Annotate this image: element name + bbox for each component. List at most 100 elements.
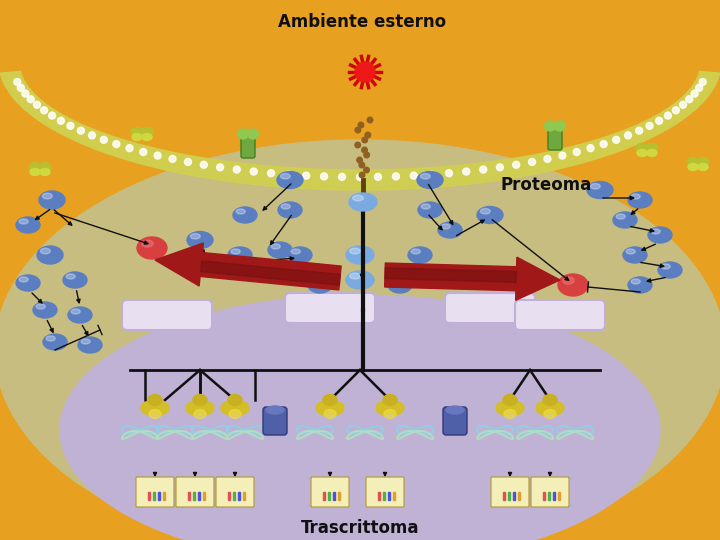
Circle shape [361, 147, 367, 153]
Ellipse shape [131, 127, 143, 137]
Ellipse shape [388, 402, 404, 415]
Circle shape [184, 158, 192, 165]
Ellipse shape [278, 202, 302, 218]
Ellipse shape [637, 150, 647, 157]
Ellipse shape [616, 214, 625, 219]
Ellipse shape [328, 402, 344, 415]
Ellipse shape [46, 336, 55, 341]
Ellipse shape [16, 275, 40, 291]
Ellipse shape [496, 402, 512, 415]
Ellipse shape [391, 279, 400, 284]
Circle shape [699, 78, 706, 85]
Ellipse shape [142, 133, 152, 140]
Ellipse shape [16, 217, 40, 233]
FancyBboxPatch shape [445, 293, 535, 323]
Bar [203, 492, 205, 500]
Circle shape [685, 96, 693, 103]
Ellipse shape [187, 232, 213, 248]
Ellipse shape [137, 237, 167, 259]
Circle shape [140, 148, 147, 156]
Ellipse shape [544, 409, 556, 418]
Circle shape [356, 173, 364, 180]
Bar [148, 492, 150, 500]
FancyBboxPatch shape [548, 126, 562, 150]
Ellipse shape [43, 334, 67, 350]
Bar [233, 492, 235, 500]
Ellipse shape [221, 402, 237, 415]
Bar [158, 492, 160, 500]
Text: Ambiente esterno: Ambiente esterno [278, 13, 446, 31]
Bar [338, 492, 340, 500]
Circle shape [528, 158, 536, 165]
Ellipse shape [536, 402, 552, 415]
Circle shape [355, 127, 361, 133]
Circle shape [233, 166, 240, 173]
Ellipse shape [324, 409, 336, 418]
Ellipse shape [153, 402, 169, 415]
Ellipse shape [504, 409, 516, 418]
Ellipse shape [613, 212, 637, 228]
Circle shape [364, 167, 369, 173]
Polygon shape [384, 263, 516, 291]
Ellipse shape [661, 264, 670, 269]
Circle shape [320, 173, 328, 180]
Circle shape [338, 173, 346, 180]
Ellipse shape [266, 406, 284, 414]
Ellipse shape [388, 277, 412, 293]
Ellipse shape [36, 304, 45, 309]
Circle shape [613, 136, 620, 143]
Ellipse shape [636, 144, 648, 152]
Bar [513, 492, 515, 500]
Circle shape [496, 164, 503, 171]
Ellipse shape [19, 277, 28, 282]
Ellipse shape [418, 202, 442, 218]
Ellipse shape [408, 247, 432, 263]
Ellipse shape [193, 395, 207, 406]
Circle shape [359, 162, 364, 168]
Circle shape [573, 148, 580, 156]
FancyBboxPatch shape [216, 477, 254, 507]
Ellipse shape [291, 249, 300, 254]
Bar [558, 492, 560, 500]
Circle shape [27, 96, 35, 103]
Ellipse shape [384, 409, 396, 418]
Ellipse shape [271, 244, 280, 249]
Circle shape [17, 84, 24, 91]
Circle shape [446, 170, 452, 177]
Circle shape [89, 132, 96, 139]
Ellipse shape [626, 249, 635, 254]
Ellipse shape [651, 229, 660, 234]
Ellipse shape [563, 277, 575, 284]
Ellipse shape [228, 395, 242, 406]
Ellipse shape [316, 402, 332, 415]
Ellipse shape [19, 219, 28, 224]
Ellipse shape [350, 248, 360, 254]
Ellipse shape [420, 173, 431, 179]
Circle shape [169, 156, 176, 163]
Ellipse shape [288, 247, 312, 263]
Ellipse shape [628, 192, 652, 208]
Ellipse shape [63, 272, 87, 288]
Circle shape [600, 140, 607, 147]
Ellipse shape [543, 395, 557, 406]
Polygon shape [385, 268, 516, 282]
Ellipse shape [311, 279, 320, 284]
Ellipse shape [688, 164, 698, 171]
Bar [393, 492, 395, 500]
Circle shape [154, 152, 161, 159]
FancyBboxPatch shape [136, 477, 174, 507]
Circle shape [559, 152, 566, 159]
Circle shape [268, 170, 274, 177]
Bar [553, 492, 555, 500]
Bar [243, 492, 245, 500]
Text: Proteoma: Proteoma [500, 176, 591, 194]
Bar [388, 492, 390, 500]
Ellipse shape [687, 158, 699, 166]
FancyBboxPatch shape [241, 134, 255, 158]
FancyBboxPatch shape [176, 477, 214, 507]
Polygon shape [200, 253, 341, 290]
Circle shape [513, 161, 520, 168]
Ellipse shape [350, 273, 360, 279]
Circle shape [358, 122, 364, 128]
FancyBboxPatch shape [285, 293, 375, 323]
